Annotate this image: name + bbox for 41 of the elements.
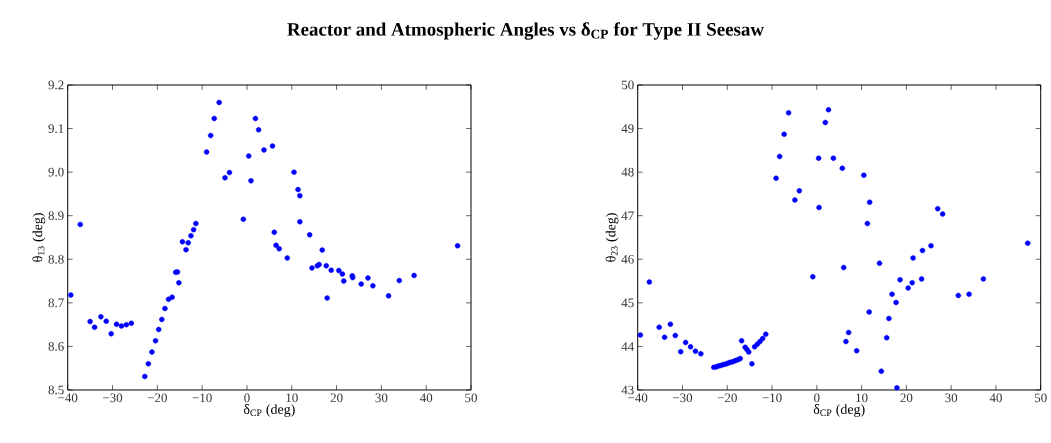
y-tick-label: 48 (621, 167, 634, 177)
y-tick-label: 8.9 (48, 211, 64, 221)
x-tick-label: −40 (628, 393, 648, 403)
x-tick-label: 50 (1034, 393, 1047, 403)
y-tick-label: 47 (621, 211, 634, 220)
y-tick-label: 9.0 (48, 167, 64, 177)
x-tick-label: −20 (717, 393, 737, 403)
x-axis-title: δ$_{CP}$ (deg) (813, 404, 865, 417)
x-tick-label: 40 (989, 393, 1002, 403)
text: Reactor and Atmospheric Angles vs δ$_{CP}$ for Type II Seesaw (287, 22, 764, 40)
y-tick-label: 9.1 (48, 124, 64, 133)
x-tick-label: −30 (103, 393, 123, 403)
y-tick-label: 8.6 (48, 342, 64, 351)
y-tick-label: 8.7 (48, 298, 64, 308)
y-tick-label: 45 (621, 298, 634, 308)
x-tick-label: 30 (945, 393, 958, 403)
y-axis-title: θ$_{13}$ (deg) (32, 213, 46, 262)
x-tick-label: 10 (286, 393, 298, 403)
x-tick-label: 0 (244, 393, 250, 403)
x-tick-label: 30 (375, 393, 388, 403)
y-tick-label: 8.5 (48, 385, 64, 395)
y-tick-label: 43 (621, 385, 634, 395)
y-tick-label: 50 (621, 80, 634, 90)
x-tick-label: −40 (58, 393, 78, 403)
x-axis-title: δ$_{CP}$ (deg) (243, 404, 295, 417)
y-tick-label: 9.2 (48, 80, 64, 90)
x-tick-label: −10 (762, 393, 782, 403)
x-tick-label: 50 (465, 393, 477, 403)
x-tick-label: −10 (192, 393, 212, 403)
x-tick-label: 0 (814, 393, 820, 403)
x-tick-label: 10 (856, 393, 868, 403)
x-tick-label: −30 (673, 393, 693, 403)
x-tick-label: 20 (900, 393, 913, 403)
x-tick-label: 40 (419, 393, 433, 403)
y-tick-label: 8.8 (48, 254, 64, 264)
x-tick-label: −20 (147, 393, 167, 403)
y-axis-title: θ$_{23}$ (deg) (605, 213, 619, 262)
y-tick-label: 46 (621, 254, 634, 264)
y-tick-label: 44 (621, 342, 634, 351)
y-tick-label: 49 (621, 124, 634, 133)
x-tick-label: 20 (330, 393, 343, 403)
